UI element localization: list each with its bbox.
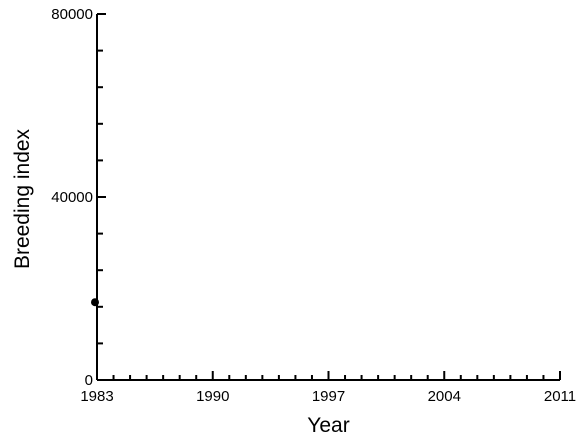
x-tick-label: 1997 bbox=[312, 388, 345, 405]
y-tick-label: 40000 bbox=[51, 189, 93, 206]
x-axis-title: Year bbox=[307, 414, 349, 437]
x-tick-label: 2004 bbox=[428, 388, 461, 405]
y-tick-label: 0 bbox=[85, 372, 93, 389]
tick-labels: 1983 1990 1997 2004 2011 0 40000 80000 bbox=[51, 6, 576, 405]
y-axis-title: Breeding index bbox=[11, 128, 34, 269]
data-points bbox=[91, 298, 99, 307]
axes bbox=[96, 14, 560, 381]
x-tick-label: 2011 bbox=[544, 388, 576, 405]
x-tick-label: 1990 bbox=[196, 388, 229, 405]
x-tick-label: 1983 bbox=[80, 388, 113, 405]
ticks bbox=[96, 13, 561, 381]
data-point bbox=[91, 298, 99, 307]
y-tick-label: 80000 bbox=[51, 6, 93, 23]
